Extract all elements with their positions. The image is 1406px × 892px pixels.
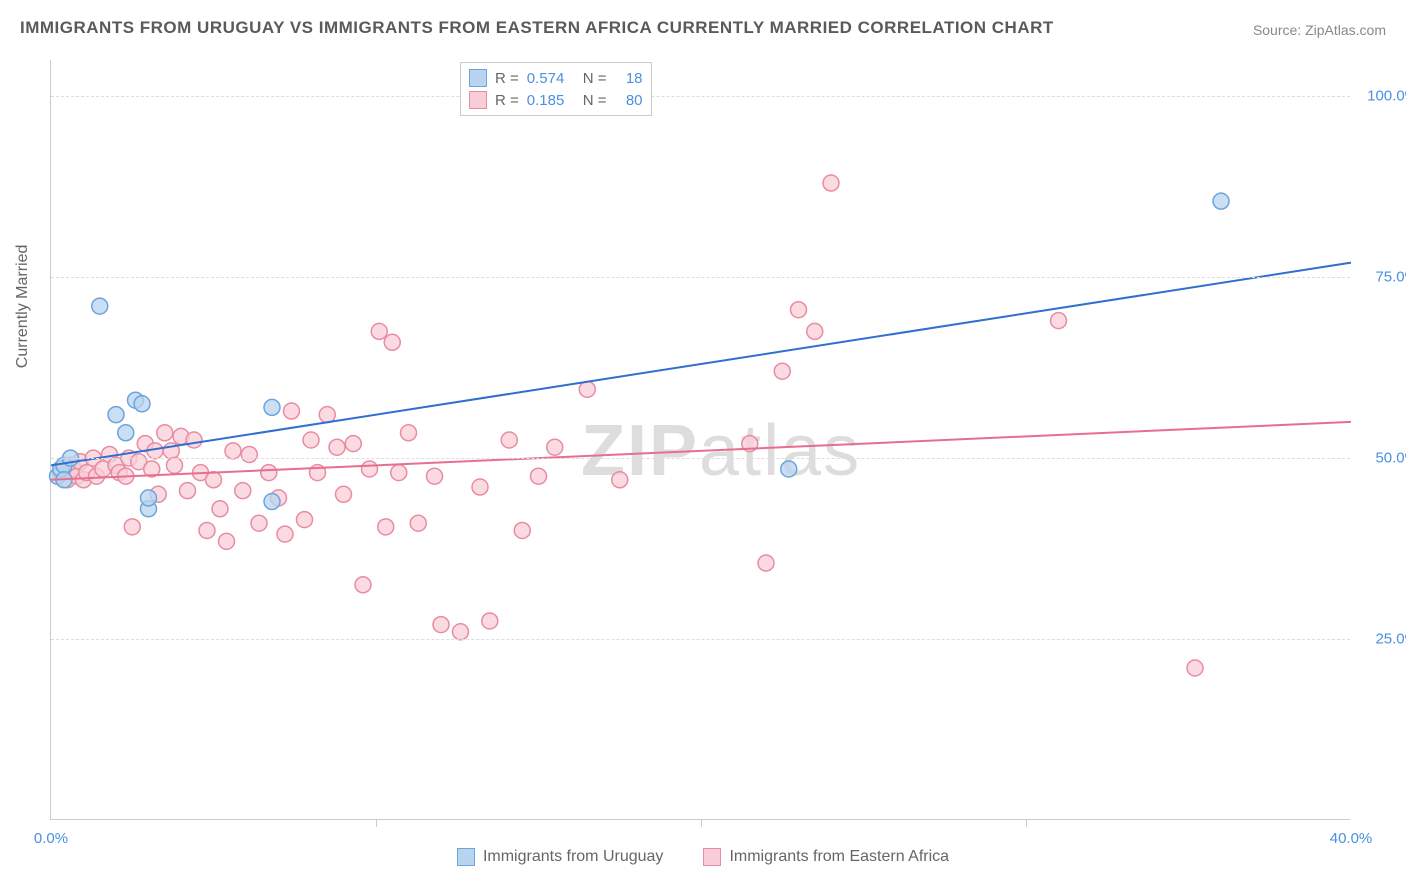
data-point [92, 298, 108, 314]
y-tick-label: 25.0% [1375, 631, 1406, 648]
data-point [225, 443, 241, 459]
data-point [345, 436, 361, 452]
data-point [362, 461, 378, 477]
data-point [277, 526, 293, 542]
data-point [501, 432, 517, 448]
data-point [329, 439, 345, 455]
data-point [284, 403, 300, 419]
legend-series: Immigrants from Uruguay Immigrants from E… [0, 848, 1406, 866]
legend-n-label: N = [583, 70, 607, 87]
x-minor-tick [1026, 819, 1027, 827]
data-point [1187, 660, 1203, 676]
legend-stats: R = 0.574 N = 18 R = 0.185 N = 80 [460, 62, 652, 116]
data-point [251, 515, 267, 531]
data-point [410, 515, 426, 531]
data-point [157, 425, 173, 441]
data-point [823, 175, 839, 191]
y-axis-label: Currently Married [14, 245, 32, 369]
legend-n-value: 18 [615, 70, 643, 87]
data-point [807, 323, 823, 339]
gridline-horizontal [51, 277, 1350, 278]
data-point [781, 461, 797, 477]
legend-n-value: 80 [615, 92, 643, 109]
data-point [134, 396, 150, 412]
data-point [264, 494, 280, 510]
data-point [427, 468, 443, 484]
data-point [401, 425, 417, 441]
gridline-horizontal [51, 639, 1350, 640]
data-point [384, 334, 400, 350]
legend-series-item: Immigrants from Uruguay [457, 848, 664, 866]
data-point [547, 439, 563, 455]
data-point [453, 624, 469, 640]
data-point [482, 613, 498, 629]
legend-r-label: R = [495, 70, 519, 87]
data-point [219, 533, 235, 549]
y-tick-label: 50.0% [1375, 450, 1406, 467]
data-point [774, 363, 790, 379]
data-point [391, 465, 407, 481]
data-point [371, 323, 387, 339]
legend-series-label: Immigrants from Uruguay [483, 848, 664, 866]
data-point [124, 519, 140, 535]
legend-stat-row: R = 0.574 N = 18 [469, 67, 643, 89]
data-point [206, 472, 222, 488]
legend-r-value: 0.185 [527, 92, 575, 109]
data-point [472, 479, 488, 495]
data-point [235, 483, 251, 499]
legend-swatch [469, 91, 487, 109]
x-tick-label: 40.0% [1330, 830, 1373, 847]
data-point [261, 465, 277, 481]
data-point [355, 577, 371, 593]
x-tick-label: 0.0% [34, 830, 68, 847]
data-point [264, 399, 280, 415]
y-tick-label: 100.0% [1367, 88, 1406, 105]
data-point [212, 501, 228, 517]
data-point [579, 381, 595, 397]
x-minor-tick [376, 819, 377, 827]
data-point [108, 407, 124, 423]
legend-n-label: N = [583, 92, 607, 109]
gridline-horizontal [51, 458, 1350, 459]
legend-swatch [703, 848, 721, 866]
data-point [319, 407, 335, 423]
data-point [612, 472, 628, 488]
data-point [241, 446, 257, 462]
legend-series-label: Immigrants from Eastern Africa [729, 848, 949, 866]
legend-r-label: R = [495, 92, 519, 109]
data-point [167, 457, 183, 473]
data-point [199, 522, 215, 538]
data-point [531, 468, 547, 484]
data-point [378, 519, 394, 535]
data-point [1213, 193, 1229, 209]
legend-swatch [469, 69, 487, 87]
legend-r-value: 0.574 [527, 70, 575, 87]
gridline-horizontal [51, 96, 1350, 97]
data-point [297, 512, 313, 528]
chart-svg [51, 60, 1350, 819]
data-point [514, 522, 530, 538]
data-point [180, 483, 196, 499]
legend-swatch [457, 848, 475, 866]
data-point [1051, 313, 1067, 329]
data-point [186, 432, 202, 448]
data-point [336, 486, 352, 502]
x-minor-tick [701, 819, 702, 827]
data-point [118, 425, 134, 441]
data-point [433, 617, 449, 633]
chart-title: IMMIGRANTS FROM URUGUAY VS IMMIGRANTS FR… [20, 18, 1054, 38]
chart-source: Source: ZipAtlas.com [1253, 22, 1386, 38]
data-point [303, 432, 319, 448]
data-point [141, 490, 157, 506]
trend-line [51, 263, 1351, 466]
legend-series-item: Immigrants from Eastern Africa [703, 848, 949, 866]
legend-stat-row: R = 0.185 N = 80 [469, 89, 643, 111]
y-tick-label: 75.0% [1375, 269, 1406, 286]
chart-plot-area: ZIPatlas 25.0%50.0%75.0%100.0%0.0%40.0% [50, 60, 1350, 820]
data-point [758, 555, 774, 571]
data-point [791, 302, 807, 318]
